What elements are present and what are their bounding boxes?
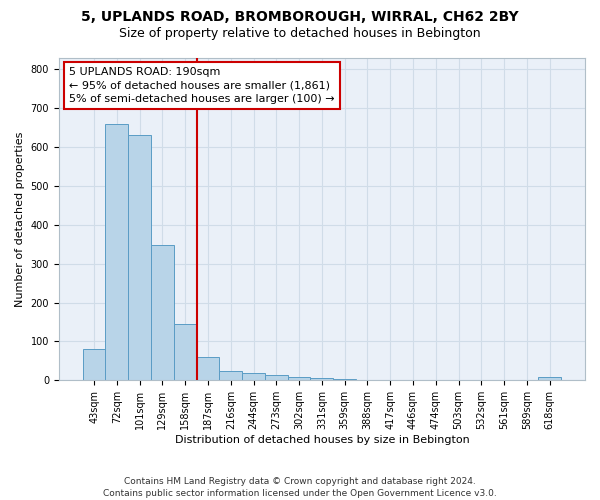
Bar [197,357,220,380]
Bar [333,379,356,380]
Bar [310,378,333,380]
X-axis label: Distribution of detached houses by size in Bebington: Distribution of detached houses by size … [175,435,469,445]
Text: 5 UPLANDS ROAD: 190sqm
← 95% of detached houses are smaller (1,861)
5% of semi-d: 5 UPLANDS ROAD: 190sqm ← 95% of detached… [70,67,335,104]
Bar [220,370,242,380]
Y-axis label: Number of detached properties: Number of detached properties [15,131,25,306]
Bar [106,124,128,380]
Bar [538,377,561,380]
Text: 5, UPLANDS ROAD, BROMBOROUGH, WIRRAL, CH62 2BY: 5, UPLANDS ROAD, BROMBOROUGH, WIRRAL, CH… [81,10,519,24]
Bar [83,349,106,380]
Bar [151,245,174,380]
Text: Contains HM Land Registry data © Crown copyright and database right 2024.
Contai: Contains HM Land Registry data © Crown c… [103,476,497,498]
Bar [174,324,197,380]
Bar [288,377,310,380]
Bar [242,374,265,380]
Bar [128,136,151,380]
Bar [265,375,288,380]
Text: Size of property relative to detached houses in Bebington: Size of property relative to detached ho… [119,28,481,40]
